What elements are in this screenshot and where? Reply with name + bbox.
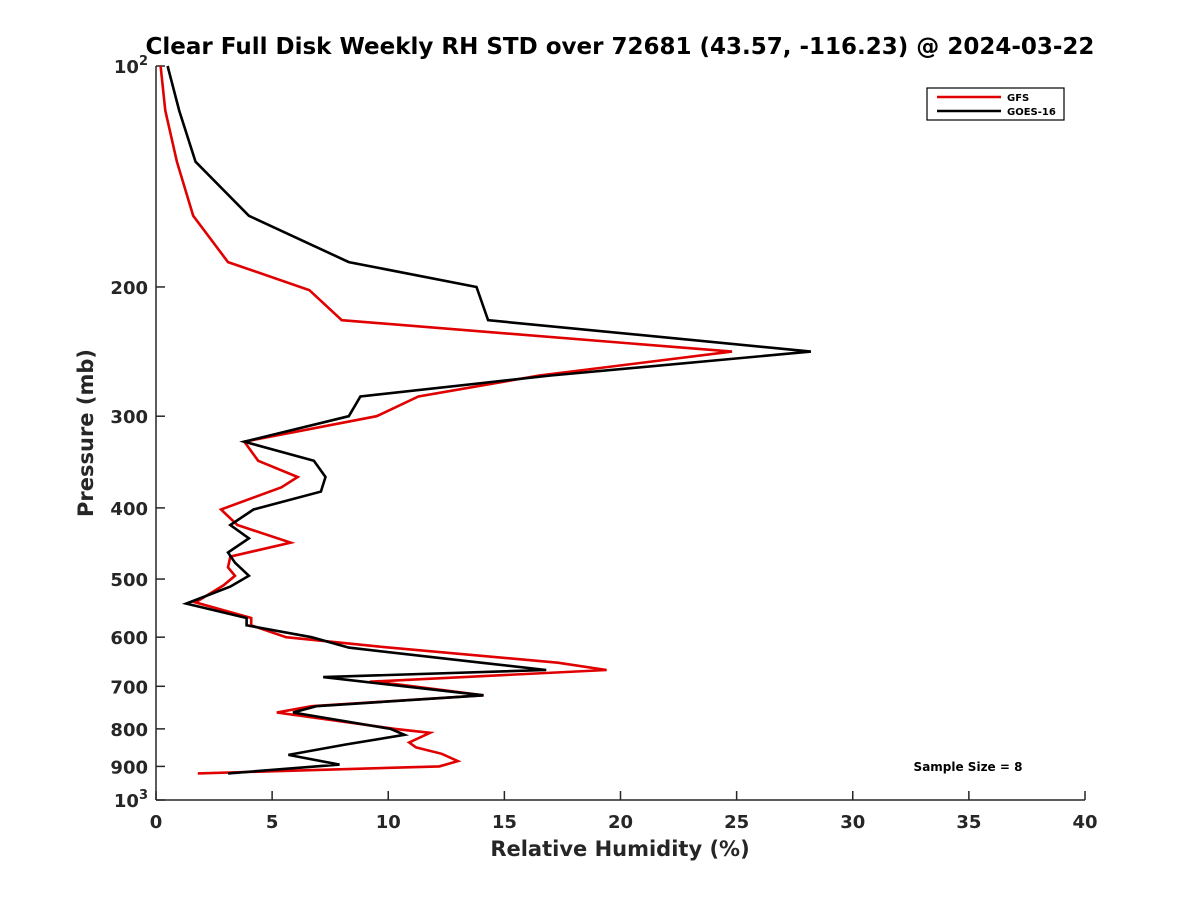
legend-label-gfs: GFS bbox=[1007, 93, 1029, 104]
x-tick-label: 20 bbox=[608, 812, 633, 833]
y-tick-label: 400 bbox=[110, 499, 148, 520]
legend-box bbox=[926, 87, 1065, 121]
x-axis-label: Relative Humidity (%) bbox=[490, 837, 749, 861]
y-axis-label: Pressure (mb) bbox=[74, 349, 98, 517]
y-tick-label: 600 bbox=[110, 628, 148, 649]
y-tick-label: 500 bbox=[110, 570, 148, 591]
legend: GFS GOES-16 bbox=[926, 87, 1065, 121]
series-layer bbox=[159, 65, 812, 775]
y-tick-label: 900 bbox=[110, 757, 148, 778]
series-line-gfs bbox=[159, 65, 733, 775]
x-tick-label: 10 bbox=[376, 812, 401, 833]
legend-label-goes-16: GOES-16 bbox=[1007, 107, 1056, 118]
x-tick-label: 25 bbox=[724, 812, 749, 833]
x-tick-label: 15 bbox=[492, 812, 517, 833]
x-tick-label: 40 bbox=[1072, 812, 1097, 833]
y-tick-label: 800 bbox=[110, 720, 148, 741]
chart-title: Clear Full Disk Weekly RH STD over 72681… bbox=[146, 34, 1095, 60]
y-tick-label: 300 bbox=[110, 407, 148, 428]
series-line-goes-16 bbox=[166, 65, 812, 775]
y-tick-label: 102 bbox=[114, 54, 148, 78]
y-ticks: 102 200 300 400 500 600 700 800 900 103 bbox=[110, 54, 165, 812]
sample-size-annotation: Sample Size = 8 bbox=[914, 760, 1023, 774]
x-tick-label: 35 bbox=[956, 812, 981, 833]
y-tick-label: 700 bbox=[110, 677, 148, 698]
x-tick-label: 0 bbox=[150, 812, 163, 833]
x-ticks: 0 5 10 15 20 25 30 35 40 bbox=[150, 791, 1098, 833]
y-tick-label: 103 bbox=[114, 788, 148, 812]
x-tick-label: 30 bbox=[840, 812, 865, 833]
x-tick-label: 5 bbox=[266, 812, 279, 833]
y-tick-label: 200 bbox=[110, 278, 148, 299]
